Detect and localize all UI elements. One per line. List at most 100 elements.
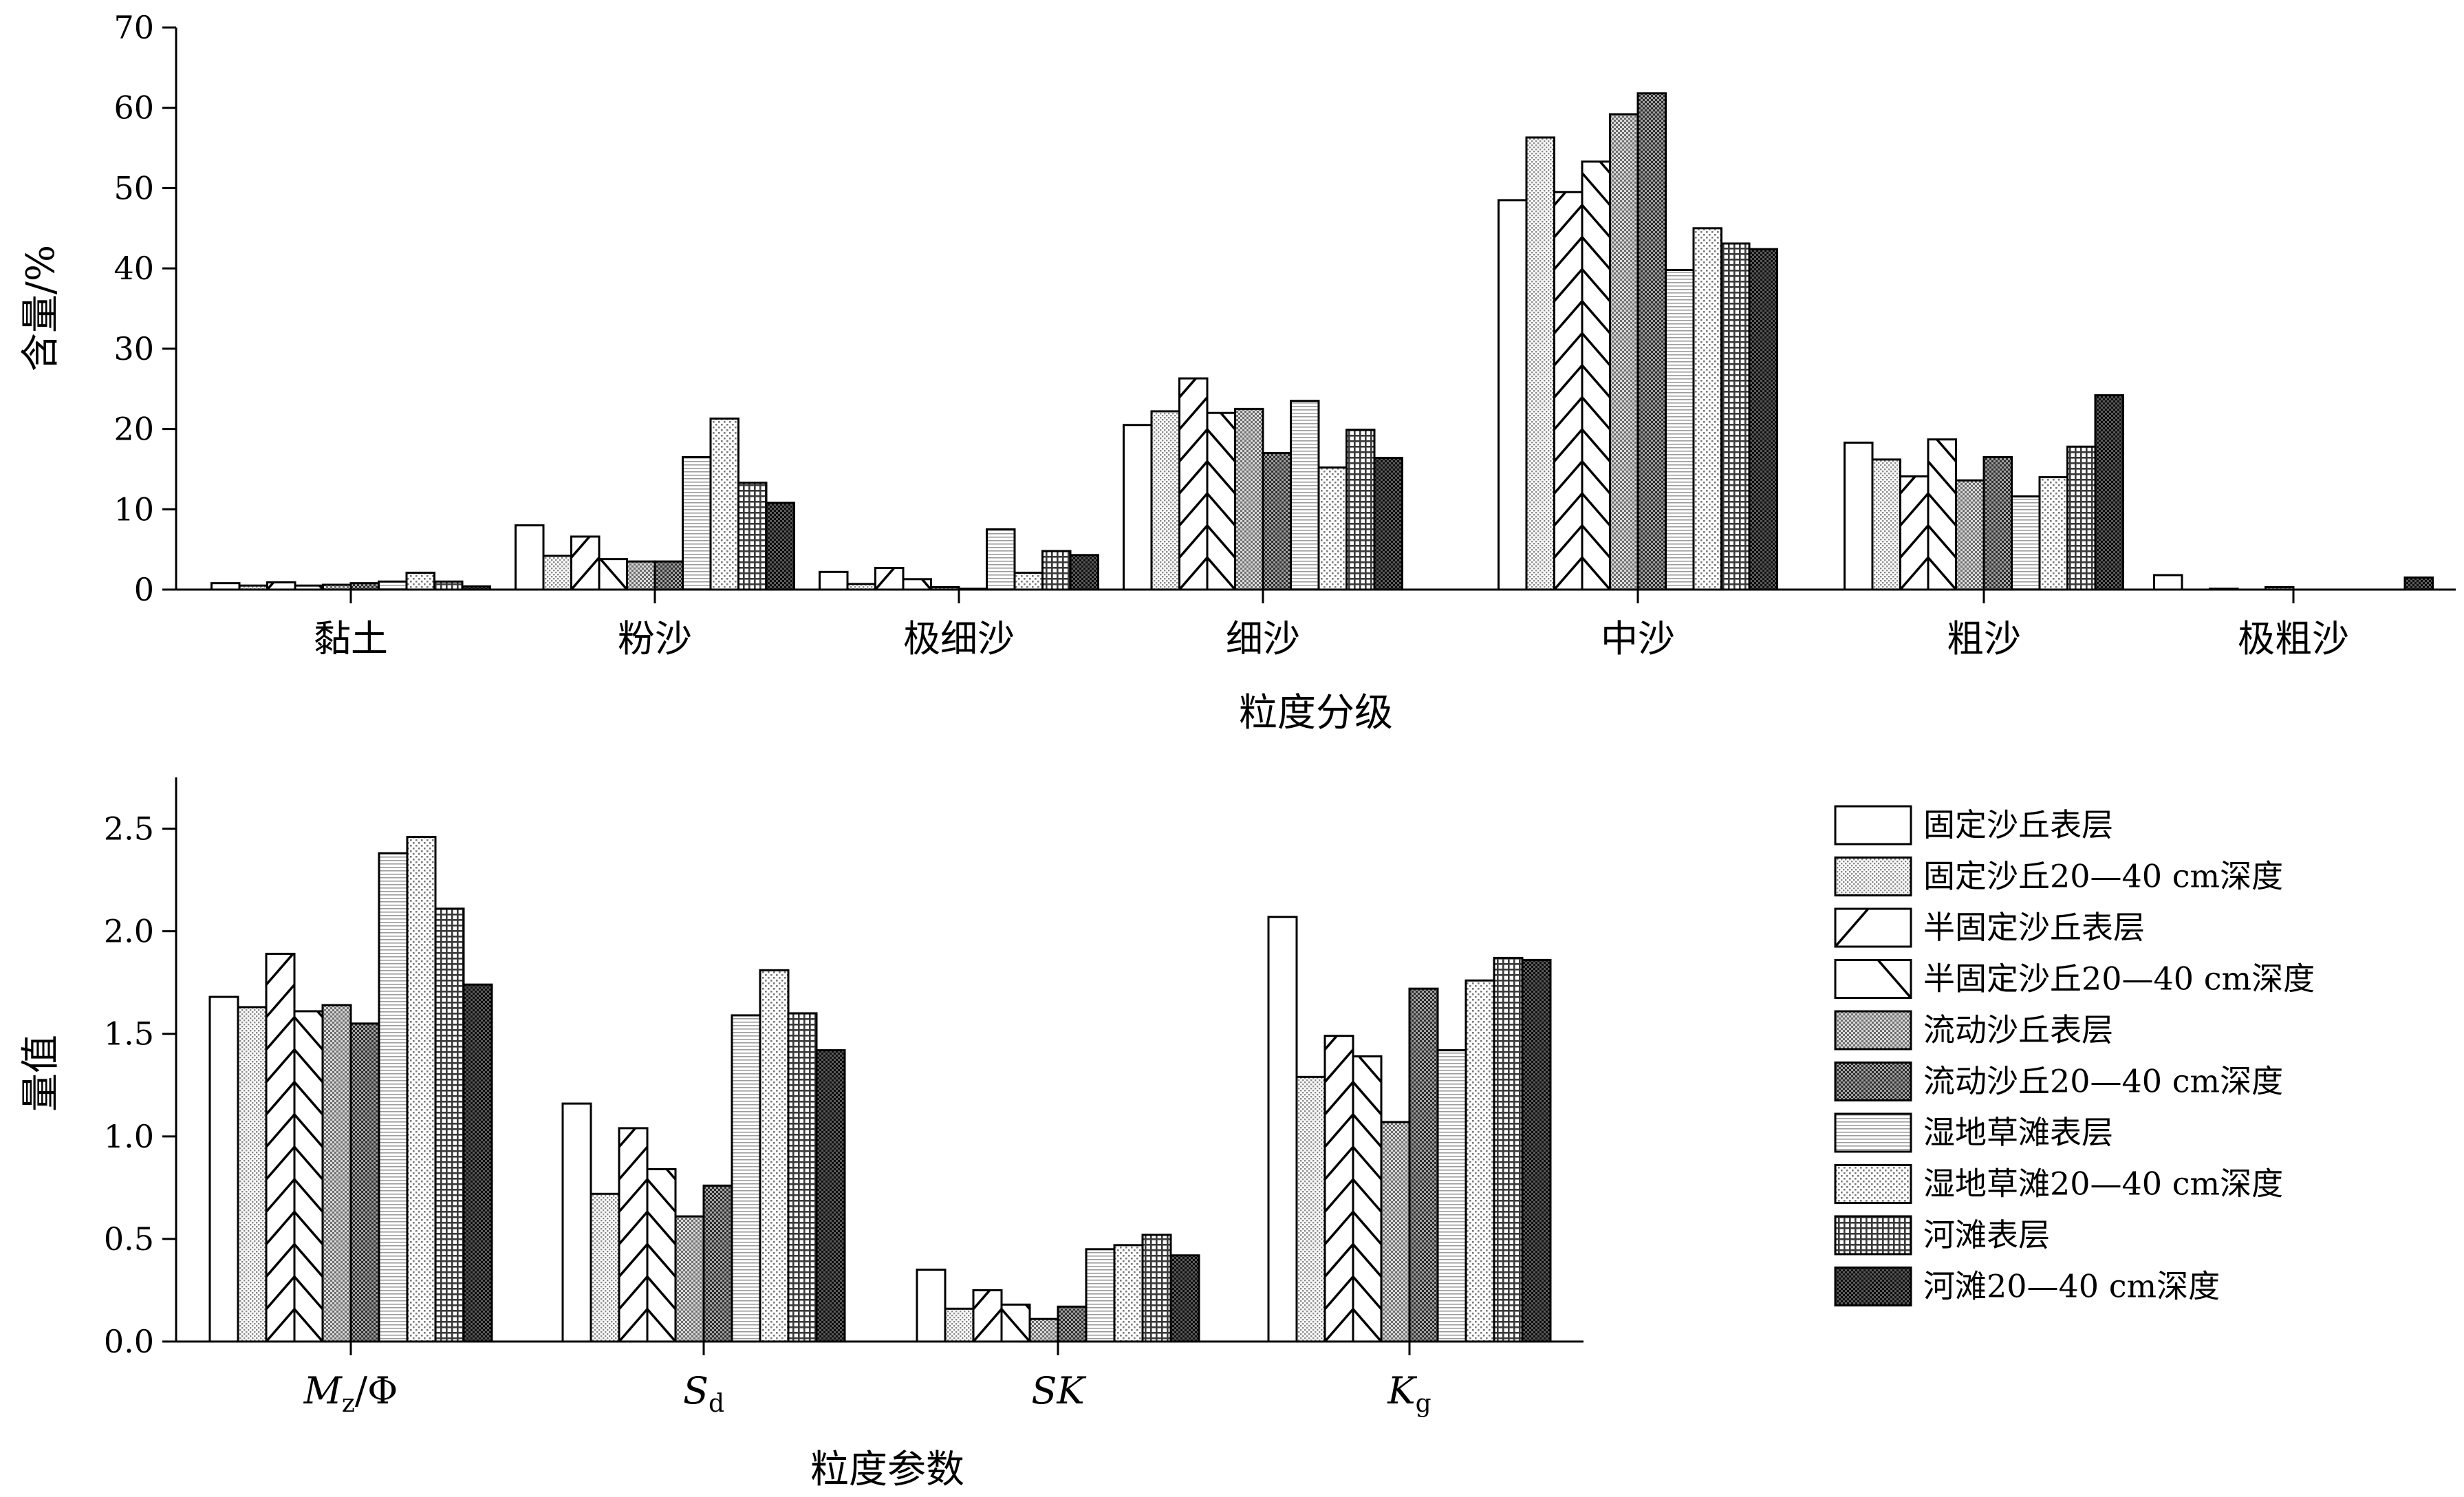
legend-label: 河滩20—40 cm深度 xyxy=(1923,1268,2220,1305)
legend-item: 流动沙丘20—40 cm深度 xyxy=(1834,1062,2283,1101)
bar xyxy=(1871,458,1901,591)
bar xyxy=(2011,495,2041,591)
y-axis-title-bottom: 量值 xyxy=(19,1035,63,1112)
bar xyxy=(265,952,296,1343)
bar xyxy=(321,1004,352,1343)
bar xyxy=(1720,242,1751,591)
bar xyxy=(787,1012,818,1343)
bar xyxy=(1234,407,1264,591)
bar xyxy=(590,1192,620,1343)
bar xyxy=(819,570,849,591)
legend-swatch-fill xyxy=(1834,805,1912,846)
bar-fill xyxy=(1408,987,1439,1343)
bar-fill xyxy=(1013,571,1044,591)
bar xyxy=(902,578,932,591)
bar-fill xyxy=(1720,242,1751,591)
bar-fill xyxy=(916,1269,947,1343)
bar xyxy=(765,502,795,591)
bar-fill xyxy=(1346,429,1376,591)
x-tick-label: Sd xyxy=(683,1369,724,1418)
bar-fill xyxy=(1234,407,1264,591)
bar xyxy=(1899,475,1930,591)
bar xyxy=(542,554,572,591)
y-tick-label: 0.0 xyxy=(104,1323,154,1360)
legend-item: 半固定沙丘20—40 cm深度 xyxy=(1834,959,2315,999)
bar-fill xyxy=(208,995,239,1343)
bar xyxy=(1380,1121,1411,1343)
bars-bottom xyxy=(208,835,1552,1343)
bar-hatch xyxy=(293,1010,324,1343)
bar-fill xyxy=(653,560,684,591)
legend-swatch xyxy=(1834,1164,1912,1204)
legend-item: 湿地草滩20—40 cm深度 xyxy=(1834,1164,2283,1204)
bar xyxy=(406,835,437,1343)
bar xyxy=(1295,1075,1326,1343)
bar-fill xyxy=(1123,424,1153,591)
bar-fill xyxy=(1465,979,1495,1343)
bar-fill xyxy=(1665,268,1695,591)
bar xyxy=(349,1022,380,1343)
legend-swatch-fill xyxy=(1834,1062,1912,1101)
legend-swatch-fill xyxy=(1834,1112,1912,1153)
y-tick-label: 20 xyxy=(114,411,154,448)
bar-hatch xyxy=(920,578,932,591)
bar-fill xyxy=(1581,160,1611,591)
bar-hatch xyxy=(1000,1304,1031,1343)
bar-fill xyxy=(1609,113,1639,591)
bar-fill xyxy=(561,1102,592,1343)
bar-fill xyxy=(2066,445,2097,591)
bar xyxy=(1178,377,1209,591)
bar-fill xyxy=(237,1006,268,1343)
x-axis-title-bottom: 粒度参数 xyxy=(810,1447,964,1492)
bar-fill xyxy=(1262,452,1292,591)
bar xyxy=(2094,394,2124,591)
legend-swatch xyxy=(1834,1010,1912,1051)
legend-swatch-fill xyxy=(1834,1164,1912,1204)
y-tick-label: 2.5 xyxy=(104,810,154,848)
bar-fill xyxy=(1436,1049,1467,1343)
bar xyxy=(1267,916,1298,1343)
bar xyxy=(874,566,905,591)
bar-fill xyxy=(1493,956,1524,1343)
bar-fill xyxy=(1498,199,1528,591)
y-tick-label: 10 xyxy=(114,491,154,528)
legend-swatch-hatch xyxy=(1877,959,1912,999)
bar xyxy=(1982,455,2013,591)
bar xyxy=(561,1102,592,1343)
legend-swatch xyxy=(1834,959,1912,999)
bar-fill xyxy=(405,571,435,591)
bar xyxy=(1521,958,1552,1343)
bar-fill xyxy=(1267,916,1298,1343)
bar-fill xyxy=(815,1049,846,1343)
legend-swatch xyxy=(1834,907,1912,948)
bar-fill xyxy=(731,1014,761,1343)
bar xyxy=(986,528,1016,591)
bar xyxy=(653,560,684,591)
legend-swatch-fill xyxy=(1834,1215,1912,1256)
x-tick-label: 粉沙 xyxy=(618,617,692,660)
bar xyxy=(1927,438,1957,591)
bar-fill xyxy=(944,1307,975,1343)
bar xyxy=(759,969,790,1343)
bar-fill xyxy=(819,570,849,591)
x-tick-label: 极粗沙 xyxy=(2238,617,2349,660)
bar-fill xyxy=(1028,1317,1059,1343)
bar xyxy=(1493,956,1524,1343)
legend-item: 流动沙丘表层 xyxy=(1834,1010,2113,1051)
bar xyxy=(1141,1234,1172,1343)
bar-fill xyxy=(1323,1035,1354,1343)
bar-fill xyxy=(542,554,572,591)
bar-fill xyxy=(1150,410,1180,591)
bar-hatch xyxy=(1352,1055,1383,1343)
x-tick-label: 细沙 xyxy=(1226,617,1300,660)
bar xyxy=(378,580,408,591)
y-tick-label: 2.0 xyxy=(104,913,154,950)
bar-fill xyxy=(1844,441,1874,591)
bar-fill xyxy=(682,455,712,591)
bar-fill xyxy=(406,835,437,1343)
bar xyxy=(2153,574,2183,591)
bar-fill xyxy=(1169,1254,1200,1343)
bar-fill xyxy=(590,1192,620,1343)
